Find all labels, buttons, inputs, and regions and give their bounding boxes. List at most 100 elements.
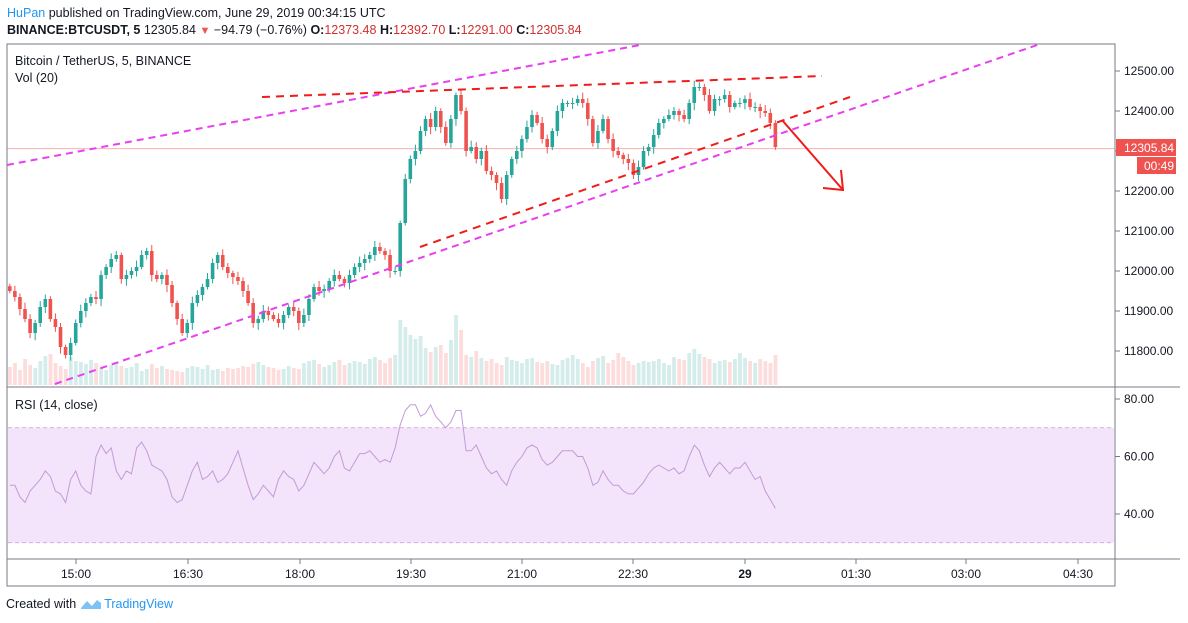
volume-bar xyxy=(601,356,605,385)
volume-bar xyxy=(73,361,78,385)
volume-bar xyxy=(763,361,768,385)
rsi-axis-ticks: 80.00 60.00 40.00 xyxy=(1115,392,1154,521)
volume-bar xyxy=(464,355,469,385)
tradingview-logo-icon xyxy=(81,600,102,609)
candle-body xyxy=(499,183,504,199)
candle-body xyxy=(114,255,119,259)
tradingview-brand[interactable]: TradingView xyxy=(104,597,173,611)
high-label: H: xyxy=(379,23,394,37)
candle-body xyxy=(129,271,134,275)
volume-bar xyxy=(702,357,707,385)
volume-label: Vol (20) xyxy=(15,71,58,85)
volume-bar xyxy=(631,365,636,385)
volume-bar xyxy=(327,365,332,385)
volume-bar xyxy=(738,353,742,385)
candle-body xyxy=(281,315,286,323)
volume-bar xyxy=(773,355,778,385)
candle-body xyxy=(215,255,220,263)
price-tick-label: 12200.00 xyxy=(1124,184,1174,198)
volume-bar xyxy=(134,363,139,385)
volume-bar xyxy=(342,365,347,385)
candle-body xyxy=(383,251,387,255)
countdown-tag xyxy=(1137,157,1176,174)
lower-channel-line[interactable] xyxy=(54,43,1041,385)
candle-body xyxy=(444,127,448,143)
symbol-label: BINANCE:BTCUSDT, 5 xyxy=(7,23,141,37)
volume-bar xyxy=(525,359,529,385)
rising-support-line[interactable] xyxy=(419,96,851,248)
volume-bar xyxy=(317,364,322,385)
volume-bar xyxy=(271,368,276,385)
volume-bar xyxy=(444,353,448,385)
volume-bar xyxy=(124,368,129,385)
down-arrowhead-icon[interactable] xyxy=(822,169,845,192)
candle-body xyxy=(707,95,712,111)
candle-body xyxy=(28,319,32,333)
chart-title: Bitcoin / TetherUS, 5, BINANCE xyxy=(15,54,191,68)
candle-body xyxy=(646,147,651,151)
candle-body xyxy=(58,327,63,347)
low-value: 12291.00 xyxy=(460,23,513,37)
candle-body xyxy=(438,111,443,127)
candle-body xyxy=(687,103,691,119)
volume-bar xyxy=(758,359,763,385)
volume-bar xyxy=(281,369,286,385)
down-arrow-line[interactable] xyxy=(781,119,844,191)
last-price-tag-text: 12305.84 xyxy=(1124,141,1174,155)
volume-bar xyxy=(210,370,215,385)
time-axis-ticks: 15:00 16:30 18:00 19:30 21:00 22:30 29 01:30 03:… xyxy=(61,559,1093,581)
candle-body xyxy=(307,299,311,315)
volume-bar xyxy=(286,366,291,385)
volume-bar xyxy=(575,359,580,385)
open-value: 12373.48 xyxy=(324,23,377,37)
candle-body xyxy=(205,279,210,287)
time-tick-label: 22:30 xyxy=(618,567,648,581)
volume-bar xyxy=(241,366,246,385)
volume-bar xyxy=(13,363,17,385)
volume-bar xyxy=(611,360,616,385)
candle-body xyxy=(8,286,12,291)
volume-bar xyxy=(449,340,453,385)
candle-body xyxy=(94,297,98,299)
candle-body xyxy=(18,297,22,309)
volume-bar xyxy=(712,363,717,385)
volume-bar xyxy=(484,361,489,385)
candle-body xyxy=(317,287,321,291)
candle-body xyxy=(601,119,605,131)
candle-body xyxy=(509,159,514,175)
volume-bar xyxy=(413,339,418,385)
volume-bar xyxy=(256,362,261,385)
candle-body xyxy=(357,263,362,267)
candle-body xyxy=(38,307,43,323)
candle-body xyxy=(352,267,357,275)
candle-body xyxy=(651,135,656,147)
candle-body xyxy=(626,159,631,163)
candle-body xyxy=(753,107,757,108)
volume-bar xyxy=(251,364,256,385)
candle-body xyxy=(692,87,697,103)
volume-bar xyxy=(129,367,134,385)
rsi-tick-label: 40.00 xyxy=(1124,507,1154,521)
volume-bar xyxy=(743,358,747,385)
chart-frame xyxy=(6,43,1180,587)
author-name[interactable]: HuPan xyxy=(7,6,46,20)
volume-bar xyxy=(753,363,758,385)
candle-body xyxy=(682,115,686,119)
candle-body xyxy=(580,99,585,103)
volume-bar xyxy=(393,355,398,385)
volume-bar xyxy=(499,365,504,385)
time-tick-label: 01:30 xyxy=(841,567,871,581)
resistance-line[interactable] xyxy=(261,75,823,98)
candle-body xyxy=(393,271,397,272)
rsi-series xyxy=(9,403,776,509)
candle-body xyxy=(459,95,463,111)
candle-body xyxy=(337,275,342,279)
candle-body xyxy=(210,263,215,279)
candle-body xyxy=(78,311,83,323)
trendline-drawings[interactable] xyxy=(6,43,1041,385)
volume-bar xyxy=(94,363,98,385)
candle-body xyxy=(474,147,479,159)
candle-body xyxy=(63,347,68,355)
volume-bar xyxy=(515,361,519,385)
